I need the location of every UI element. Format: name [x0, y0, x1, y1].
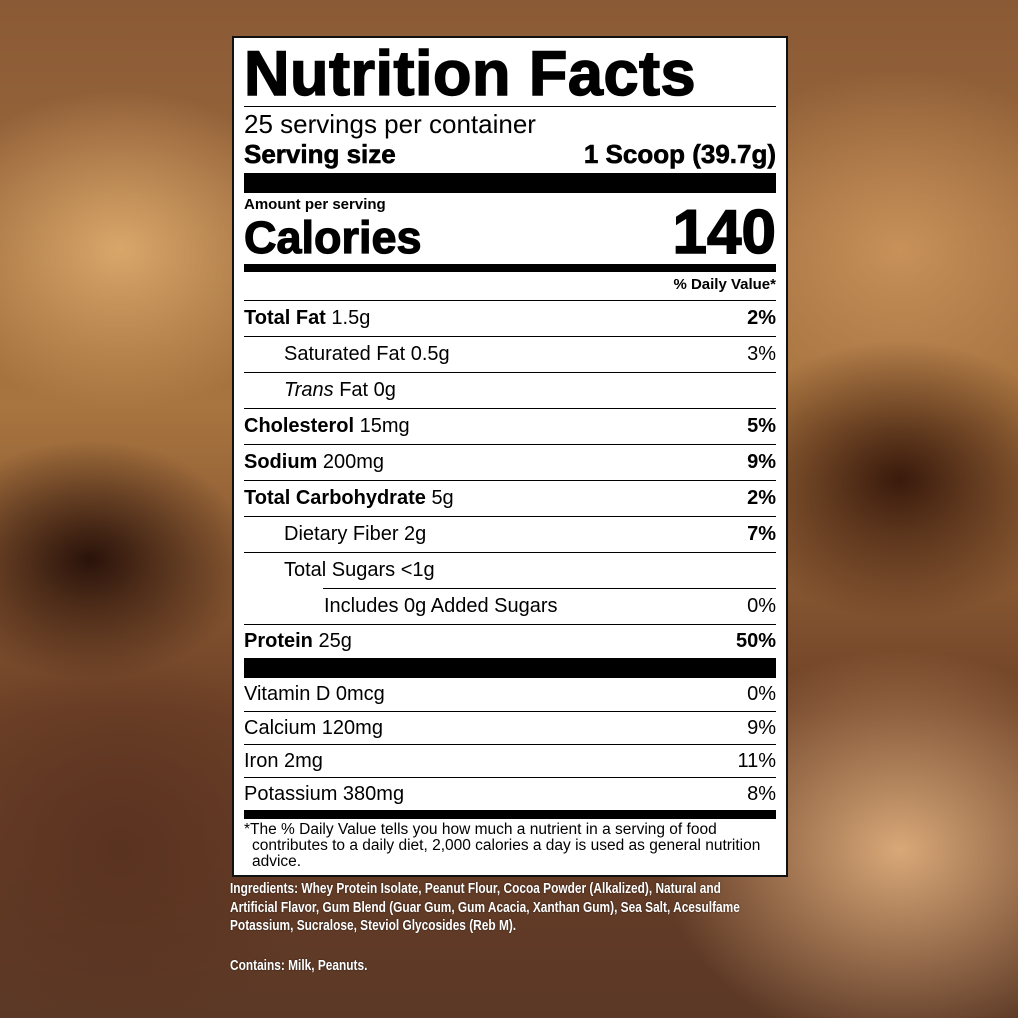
vitamin-row: Potassium 380mg 8%	[244, 777, 776, 810]
nutrient-row-total-carbohydrate: Total Carbohydrate 5g 2%	[244, 480, 776, 516]
nutrient-row-total-sugars: Total Sugars <1g	[244, 552, 776, 588]
nutrient-row-protein: Protein 25g 50%	[244, 624, 776, 658]
vitamins-section: Vitamin D 0mcg 0% Calcium 120mg 9% Iron 2m…	[244, 678, 776, 810]
daily-value-footnote: *The % Daily Value tells you how much a …	[244, 821, 761, 870]
serving-size-value: 1 Scoop (39.7g)	[583, 139, 777, 170]
amount-per-serving: Amount per serving	[244, 196, 386, 213]
nutrient-row-cholesterol: Cholesterol 15mg 5%	[244, 408, 776, 444]
calories-value: 140	[672, 198, 777, 267]
divider	[244, 106, 776, 107]
calories-label: Calories	[243, 212, 422, 263]
serving-size-label: Serving size	[244, 139, 396, 170]
ingredients-text: Ingredients: Whey Protein Isolate, Peanu…	[230, 881, 740, 934]
allergen-statement: Contains: Milk, Peanuts.	[230, 958, 368, 974]
vitamin-row: Vitamin D 0mcg 0%	[244, 683, 776, 705]
nutrient-row-dietary-fiber: Dietary Fiber 2g 7%	[244, 516, 776, 552]
label-title: Nutrition Facts	[243, 39, 697, 109]
nutrient-row-saturated-fat: Saturated Fat 0.5g 3%	[244, 336, 776, 372]
daily-value-header: % Daily Value*	[673, 276, 776, 293]
nutrition-facts-label: Nutrition Facts 25 servings per containe…	[232, 36, 788, 877]
medium-divider	[244, 810, 776, 819]
thick-divider	[244, 658, 776, 678]
serving-size: Serving size 1 Scoop (39.7g)	[244, 139, 777, 170]
calories-row: Calories 140	[243, 201, 776, 265]
nutrient-row-trans-fat: Trans Fat 0g	[244, 372, 776, 408]
nutrient-row-total-fat: Total Fat 1.5g 2%	[244, 300, 776, 336]
thick-divider	[244, 173, 776, 193]
nutrient-row-added-sugars: Includes 0g Added Sugars 0%	[244, 588, 776, 624]
nutrient-row-sodium: Sodium 200mg 9%	[244, 444, 776, 480]
vitamin-row: Iron 2mg 11%	[244, 744, 776, 777]
servings-per-container: 25 servings per container	[244, 109, 536, 139]
medium-divider	[244, 264, 776, 272]
vitamin-row: Calcium 120mg 9%	[244, 711, 776, 744]
